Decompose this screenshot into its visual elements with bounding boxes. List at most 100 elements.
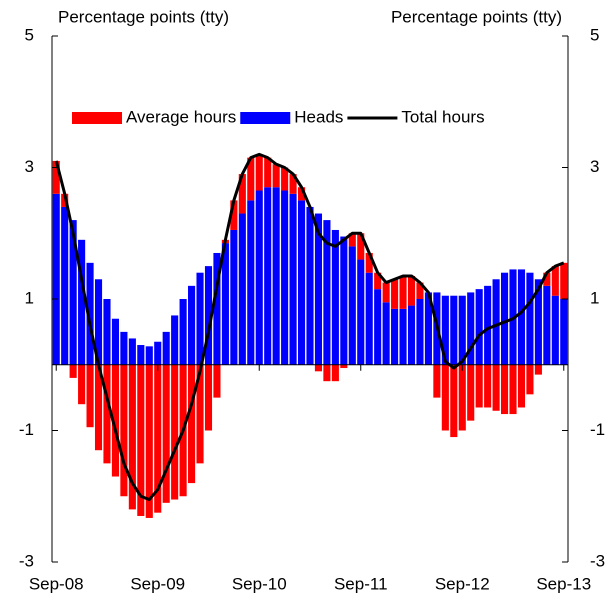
x-tick-label: Sep-11: [334, 574, 388, 593]
bar: [128, 364, 136, 510]
y-tick-label: 1: [25, 288, 34, 307]
bar: [69, 220, 77, 365]
bar: [289, 193, 297, 365]
bar: [492, 364, 500, 411]
bar: [154, 364, 162, 513]
bar: [365, 272, 373, 365]
bar: [213, 252, 221, 365]
bar: [560, 262, 568, 299]
bar: [382, 302, 390, 365]
bar: [272, 187, 280, 365]
y2-tick-label: 1: [590, 288, 599, 307]
y2-tick-label: -1: [590, 420, 605, 439]
bar: [264, 157, 272, 188]
bar: [137, 345, 145, 365]
bar: [458, 364, 466, 431]
bar: [501, 272, 509, 365]
y2-tick-label: 5: [590, 25, 599, 44]
y-tick-label: -1: [19, 420, 34, 439]
bar: [323, 364, 331, 382]
bar: [297, 200, 306, 365]
bar: [86, 364, 94, 428]
bar: [551, 295, 559, 365]
bar: [179, 299, 187, 365]
line: [54, 152, 565, 502]
bar: [137, 364, 145, 516]
x-tick-label: Sep-13: [536, 574, 591, 593]
bar: [331, 229, 339, 365]
bar: [551, 266, 559, 296]
bar: [78, 364, 86, 405]
bar: [407, 275, 416, 306]
bar: [475, 289, 483, 365]
bar: [61, 206, 69, 365]
bar: [154, 341, 162, 365]
bar: [289, 174, 297, 194]
bar: [52, 193, 60, 365]
bar: [407, 305, 416, 365]
bar: [340, 364, 348, 369]
x-tick-label: Sep-10: [232, 574, 287, 593]
bar: [306, 206, 314, 365]
y2-tick-label: -3: [590, 551, 605, 570]
bar: [145, 364, 153, 518]
bar: [247, 200, 255, 365]
bar: [52, 160, 60, 194]
bar: [357, 233, 365, 260]
bar: [399, 308, 407, 365]
bar: [103, 299, 111, 365]
bar: [560, 299, 568, 365]
bar: [492, 279, 500, 365]
bar: [416, 299, 424, 365]
bar: [450, 295, 458, 365]
y2-tick-label: 3: [590, 157, 599, 176]
bar: [128, 338, 136, 365]
bar: [238, 213, 246, 365]
bar: [467, 292, 475, 365]
bar: [78, 239, 86, 365]
bar: [162, 331, 170, 365]
bar: [517, 364, 526, 408]
bar: [196, 364, 204, 464]
bar: [526, 364, 534, 395]
bar: [94, 364, 103, 451]
bar: [501, 364, 509, 415]
bar: [255, 154, 263, 191]
bar: [255, 190, 263, 365]
bar: [433, 364, 441, 398]
bar: [382, 282, 390, 303]
bar: [526, 272, 534, 365]
bar: [399, 275, 407, 309]
bar: [348, 246, 356, 365]
bar: [458, 295, 466, 365]
bar: [188, 364, 196, 484]
bar: [171, 315, 179, 365]
bar: [534, 364, 542, 375]
bar: [323, 220, 331, 365]
bar: [517, 269, 526, 365]
bar: [441, 295, 449, 365]
bar: [145, 346, 153, 365]
bar: [188, 285, 196, 365]
y2-axis-title: Percentage points (tty): [391, 7, 562, 26]
bar: [213, 364, 221, 398]
bar: [374, 289, 382, 365]
bar: [416, 282, 424, 299]
legend-label: Total hours: [401, 107, 484, 126]
bar: [450, 364, 458, 438]
bar: [69, 364, 77, 378]
legend-swatch: [240, 112, 291, 124]
bar: [264, 187, 272, 365]
bar: [272, 164, 280, 188]
bar: [120, 364, 128, 497]
x-tick-label: Sep-09: [130, 574, 185, 593]
bar: [475, 364, 483, 408]
bar: [171, 364, 179, 500]
bar: [340, 236, 348, 365]
bar: [365, 252, 373, 273]
bar: [281, 167, 289, 191]
bar: [230, 229, 238, 365]
bar: [230, 200, 238, 230]
bar: [374, 272, 382, 290]
